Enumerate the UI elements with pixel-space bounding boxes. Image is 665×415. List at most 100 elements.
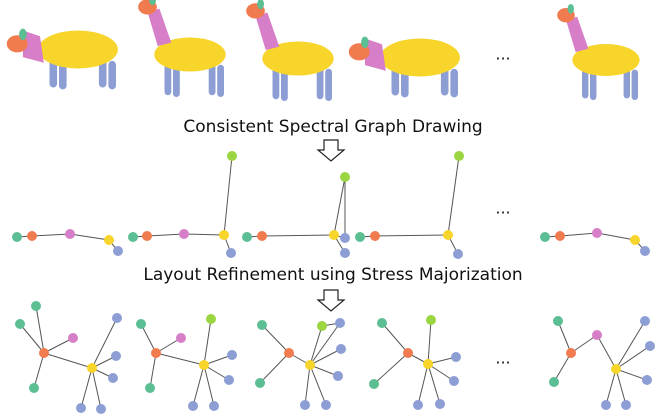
- node: [592, 228, 602, 238]
- node: [540, 232, 550, 242]
- edge: [192, 364, 205, 407]
- edge: [91, 367, 102, 410]
- neck: [364, 38, 386, 71]
- edge: [43, 352, 93, 369]
- node: [413, 400, 423, 410]
- node: [317, 321, 327, 331]
- edge: [91, 317, 118, 369]
- graph: [369, 315, 461, 410]
- node: [188, 401, 198, 411]
- graph: [242, 172, 350, 258]
- leg: [391, 67, 400, 96]
- node: [454, 151, 464, 161]
- leg: [173, 64, 180, 97]
- ellipsis: ...: [495, 199, 510, 218]
- node: [611, 364, 621, 374]
- edge: [149, 352, 157, 389]
- node: [340, 233, 350, 243]
- edge: [33, 352, 45, 389]
- node: [642, 375, 652, 385]
- ellipsis: ...: [495, 45, 510, 64]
- edge: [19, 323, 45, 354]
- node: [179, 229, 189, 239]
- animal: [557, 3, 640, 100]
- leg: [59, 60, 67, 90]
- node: [257, 320, 267, 330]
- edge: [333, 176, 346, 236]
- neck: [147, 8, 172, 46]
- graph: [549, 316, 655, 410]
- graph: [355, 151, 464, 259]
- body: [154, 37, 226, 72]
- node: [630, 235, 640, 245]
- node: [333, 371, 343, 381]
- leg: [582, 68, 589, 99]
- node: [136, 319, 146, 329]
- edge: [596, 334, 617, 370]
- leg: [98, 59, 107, 88]
- graph: [15, 301, 122, 414]
- step-label: Consistent Spectral Graph Drawing: [183, 117, 482, 137]
- leg: [631, 69, 638, 100]
- edge: [43, 337, 74, 354]
- node: [12, 232, 22, 242]
- animal: [6, 28, 118, 90]
- node: [108, 373, 118, 383]
- neck: [22, 30, 44, 63]
- edge: [203, 364, 215, 407]
- edge: [615, 345, 651, 370]
- node: [219, 230, 229, 240]
- node: [142, 231, 152, 241]
- node: [242, 232, 252, 242]
- node: [209, 401, 219, 411]
- node: [206, 314, 216, 324]
- node: [453, 249, 463, 259]
- node: [426, 315, 436, 325]
- edge: [259, 352, 290, 384]
- leg: [440, 67, 449, 96]
- ear: [19, 28, 27, 40]
- node: [329, 230, 339, 240]
- edge: [427, 319, 432, 365]
- node: [65, 229, 75, 239]
- graph: [255, 318, 346, 410]
- edge: [35, 305, 45, 354]
- leg: [325, 68, 332, 101]
- node: [370, 231, 380, 241]
- leg: [401, 68, 409, 98]
- edge: [374, 234, 449, 237]
- edge: [605, 368, 617, 406]
- node: [645, 341, 655, 351]
- node: [255, 378, 265, 388]
- ear: [361, 36, 369, 48]
- node: [31, 301, 41, 311]
- node: [112, 313, 122, 323]
- node: [355, 232, 365, 242]
- body: [38, 30, 118, 69]
- node: [300, 400, 310, 410]
- node: [257, 231, 267, 241]
- node: [68, 333, 78, 343]
- leg: [108, 60, 116, 90]
- animal: [138, 0, 226, 97]
- body: [380, 38, 460, 77]
- step-label: Layout Refinement using Stress Majorizat…: [143, 265, 522, 285]
- leg: [316, 67, 324, 100]
- node: [226, 248, 236, 258]
- node: [336, 344, 346, 354]
- node: [640, 316, 650, 326]
- node: [449, 376, 459, 386]
- node: [369, 379, 379, 389]
- node: [601, 400, 611, 410]
- graph-rows: [12, 151, 655, 414]
- node: [145, 383, 155, 393]
- node: [96, 404, 106, 414]
- ellipsis: ...: [495, 349, 510, 368]
- node: [176, 333, 186, 343]
- node: [15, 319, 25, 329]
- edge: [381, 322, 409, 354]
- leg: [281, 68, 288, 101]
- node: [39, 348, 49, 358]
- edge: [309, 322, 341, 366]
- edge: [309, 325, 323, 366]
